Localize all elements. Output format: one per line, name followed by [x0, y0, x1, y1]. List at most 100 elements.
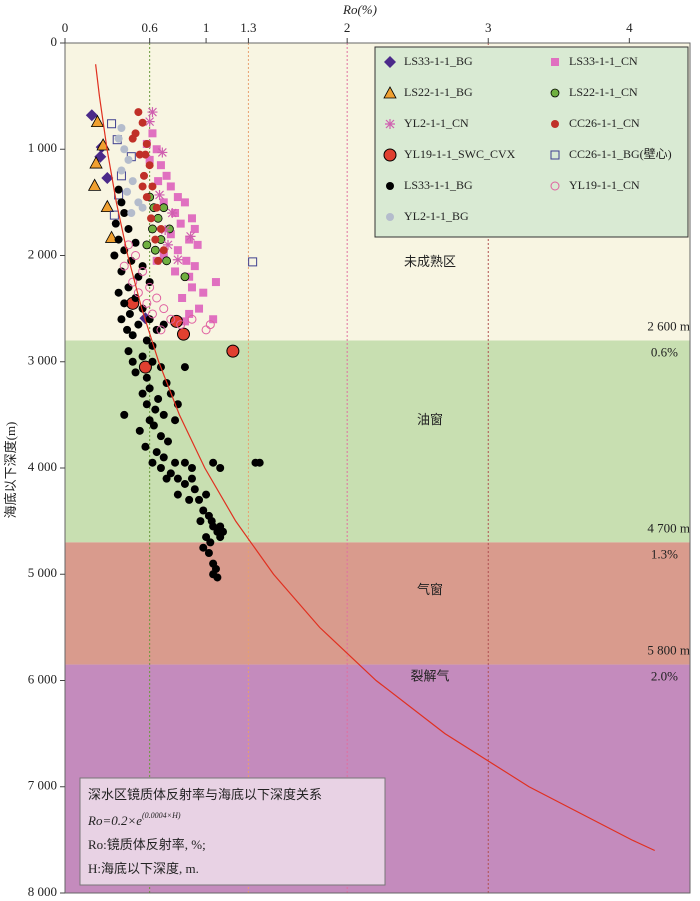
- series: [142, 129, 220, 326]
- point: [134, 320, 143, 329]
- point: [159, 453, 168, 462]
- point: [216, 522, 225, 531]
- legend-label: YL2-1-1_CN: [404, 116, 469, 130]
- y-tick-label: 0: [51, 34, 58, 49]
- point: [154, 177, 163, 186]
- point: [180, 198, 189, 207]
- y-tick-label: 7 000: [28, 778, 57, 793]
- point: [151, 405, 160, 414]
- point: [135, 150, 144, 159]
- point: [173, 490, 182, 499]
- point: [134, 108, 143, 117]
- legend-label: LS22-1-1_BG: [404, 85, 473, 99]
- point: [159, 203, 169, 213]
- series: [142, 192, 190, 282]
- point: [147, 214, 156, 223]
- point: [117, 166, 126, 175]
- point: [150, 245, 160, 255]
- point: [185, 495, 194, 504]
- point: [111, 219, 120, 228]
- point: [114, 288, 123, 297]
- point: [156, 432, 165, 441]
- point: [117, 198, 126, 207]
- point: [187, 283, 196, 292]
- point: [140, 171, 149, 180]
- point: [141, 442, 150, 451]
- point: [117, 124, 126, 132]
- point: [114, 235, 123, 244]
- point: [180, 479, 189, 488]
- point: [207, 517, 216, 526]
- series: [128, 108, 168, 265]
- point: [89, 156, 103, 169]
- point: [213, 573, 222, 582]
- point: [148, 182, 157, 191]
- zone-note: 2 600 m: [647, 318, 690, 333]
- y-tick-label: 8 000: [28, 884, 57, 899]
- point: [148, 224, 157, 234]
- point: [138, 118, 147, 127]
- point: [167, 208, 178, 218]
- point: [151, 235, 160, 244]
- formula: Ro=0.2×e(0.0004×H): [87, 811, 181, 828]
- point: [209, 458, 218, 467]
- legend-label: LS33-1-1_BG: [404, 54, 473, 68]
- point: [145, 315, 154, 324]
- point: [101, 171, 114, 184]
- formula-def-h: H:海底以下深度, m.: [88, 861, 199, 876]
- formula-box: [79, 777, 386, 886]
- point: [131, 238, 140, 247]
- point: [180, 317, 189, 326]
- point: [117, 315, 126, 324]
- zone: [65, 340, 690, 543]
- point: [216, 464, 225, 472]
- point: [201, 325, 211, 335]
- y-tick-label: 5 000: [28, 565, 57, 580]
- point: [172, 254, 183, 265]
- point: [176, 219, 185, 228]
- point: [117, 267, 126, 276]
- zone-name: 油窗: [417, 412, 443, 427]
- point: [85, 109, 98, 122]
- point: [120, 410, 129, 419]
- point: [171, 458, 180, 467]
- point: [145, 384, 154, 393]
- point: [119, 261, 129, 271]
- point: [185, 309, 194, 318]
- legend-marker: [386, 213, 394, 221]
- legend-marker: [550, 88, 560, 98]
- point: [171, 416, 180, 425]
- point: [190, 224, 199, 233]
- point: [166, 230, 175, 239]
- point: [138, 389, 147, 398]
- point: [152, 145, 161, 154]
- point: [123, 187, 132, 196]
- point: [125, 309, 134, 318]
- legend-label: YL2-1-1_BG: [404, 209, 469, 223]
- point: [148, 357, 157, 366]
- point: [180, 458, 189, 467]
- legend-marker: [385, 119, 395, 129]
- point: [145, 155, 154, 164]
- point: [100, 199, 114, 213]
- point: [178, 294, 187, 302]
- point: [173, 474, 182, 483]
- zone-top-note: 2.0%: [651, 669, 678, 684]
- point: [90, 114, 105, 128]
- point: [199, 288, 208, 297]
- point: [206, 538, 215, 547]
- point: [157, 147, 168, 158]
- point: [120, 209, 129, 217]
- point: [176, 320, 186, 330]
- point: [209, 315, 218, 324]
- point: [128, 134, 137, 143]
- point: [187, 214, 196, 223]
- point: [138, 266, 148, 276]
- point: [128, 177, 137, 186]
- point: [171, 267, 180, 276]
- point: [138, 360, 152, 374]
- point: [193, 240, 202, 249]
- legend-marker: [383, 148, 397, 162]
- point: [162, 256, 171, 266]
- point: [180, 272, 190, 282]
